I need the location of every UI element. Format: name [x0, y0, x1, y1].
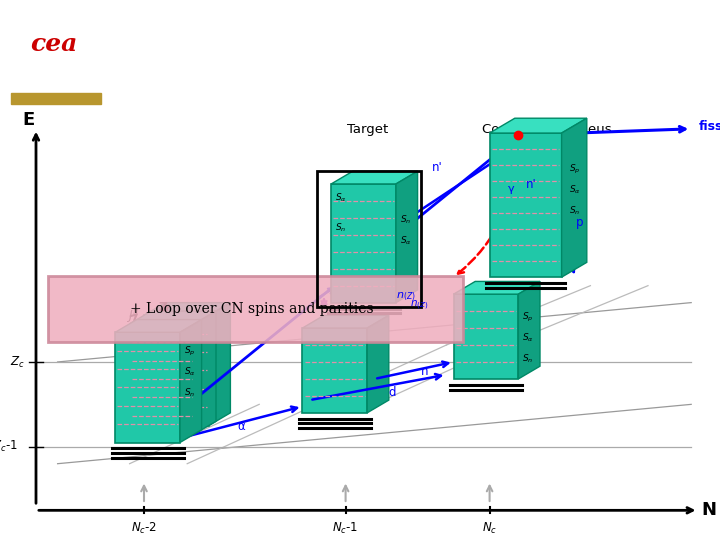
Bar	[11, 93, 101, 104]
Text: $S_\alpha$: $S_\alpha$	[569, 184, 580, 196]
Polygon shape	[130, 311, 216, 324]
Polygon shape	[367, 315, 389, 413]
Text: N: N	[702, 501, 716, 519]
Text: $S_n$: $S_n$	[522, 353, 534, 366]
Bar	[317, 171, 421, 307]
Polygon shape	[209, 302, 230, 426]
Text: $S_p$: $S_p$	[522, 311, 534, 324]
Bar	[302, 328, 367, 413]
Bar	[331, 184, 396, 302]
Polygon shape	[454, 281, 540, 294]
Text: $J^\pi$: $J^\pi$	[126, 308, 140, 325]
Polygon shape	[180, 320, 202, 442]
Bar	[490, 133, 562, 277]
Text: $N_c$: $N_c$	[482, 521, 498, 536]
Polygon shape	[562, 118, 587, 277]
Bar	[130, 324, 194, 434]
Text: $S_\alpha$: $S_\alpha$	[400, 234, 411, 247]
FancyBboxPatch shape	[0, 11, 122, 104]
Text: E: E	[22, 111, 35, 129]
Text: DE LA RECHERCHE À L'INDUSTRIE: DE LA RECHERCHE À L'INDUSTRIE	[12, 5, 96, 11]
Text: $S_n$: $S_n$	[184, 387, 195, 400]
Text: cea: cea	[30, 32, 78, 56]
Text: $n_{(Z)}$: $n_{(Z)}$	[396, 291, 415, 303]
Text: (multiple emission): (multiple emission)	[295, 74, 482, 93]
Text: Z: Z	[158, 301, 168, 314]
Text: + Loop over CN spins and parities: + Loop over CN spins and parities	[130, 302, 374, 316]
FancyBboxPatch shape	[48, 276, 463, 342]
Text: THE COMPOUND NUCLEUS MODEL: THE COMPOUND NUCLEUS MODEL	[163, 23, 614, 47]
Polygon shape	[194, 311, 216, 434]
Polygon shape	[144, 302, 230, 315]
Text: $S_\alpha$: $S_\alpha$	[184, 366, 195, 378]
Polygon shape	[518, 281, 540, 379]
Text: fission: fission	[698, 120, 720, 133]
Bar	[144, 315, 209, 426]
Text: n: n	[421, 364, 428, 377]
Text: Target: Target	[346, 123, 388, 136]
Text: p: p	[576, 217, 583, 230]
Text: $Z_c$: $Z_c$	[11, 354, 25, 369]
Text: $S_p$: $S_p$	[569, 163, 580, 176]
Text: α: α	[238, 420, 246, 433]
Text: Compound Nucleus: Compound Nucleus	[482, 123, 612, 136]
Text: $S_p$: $S_p$	[184, 345, 195, 358]
Text: $S_n$: $S_n$	[335, 221, 346, 234]
Text: n': n'	[432, 161, 443, 174]
Polygon shape	[490, 118, 587, 133]
Text: $N_c$-1: $N_c$-1	[333, 521, 359, 536]
Text: $n_{(Z)}$: $n_{(Z)}$	[410, 299, 429, 312]
Polygon shape	[331, 171, 418, 184]
Bar	[115, 332, 180, 442]
Polygon shape	[396, 171, 418, 302]
Text: $S_n$: $S_n$	[569, 205, 580, 217]
Text: $Z_c$-1: $Z_c$-1	[0, 439, 18, 454]
Polygon shape	[302, 315, 389, 328]
Text: n': n'	[526, 178, 536, 191]
Polygon shape	[115, 320, 202, 332]
Bar	[454, 294, 518, 379]
Text: $S_\alpha$: $S_\alpha$	[335, 192, 346, 204]
Text: γ: γ	[508, 184, 514, 194]
Text: $N_c$-2: $N_c$-2	[131, 521, 157, 536]
Text: $S_n$: $S_n$	[400, 213, 411, 226]
Text: d: d	[389, 386, 396, 399]
Text: $S_\alpha$: $S_\alpha$	[522, 332, 534, 345]
